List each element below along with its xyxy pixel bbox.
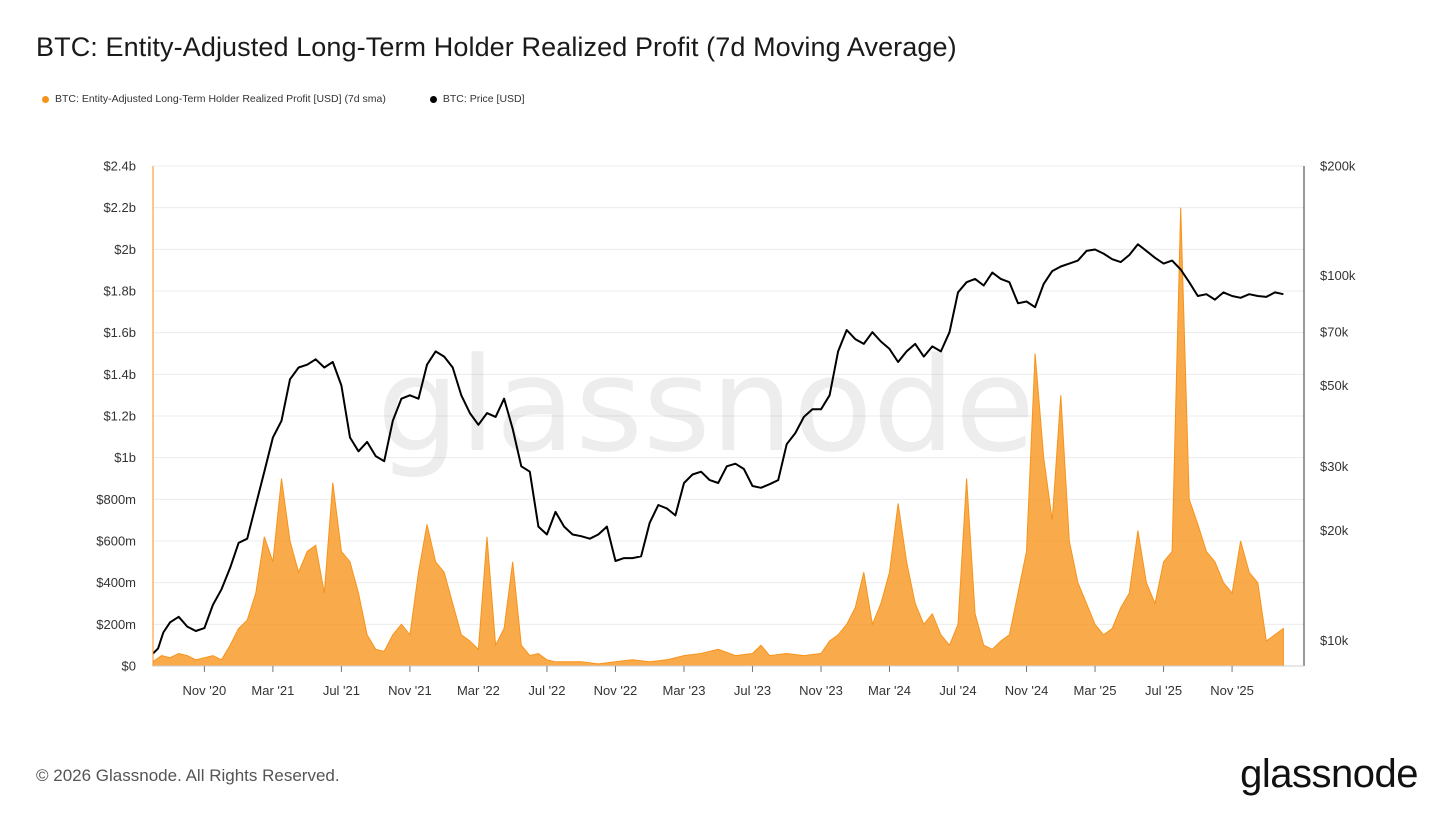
watermark: glassnode — [377, 329, 1035, 481]
x-tick-label: Jul '21 — [323, 683, 360, 698]
x-tick-label: Mar '25 — [1074, 683, 1117, 698]
x-tick-label: Nov '23 — [799, 683, 843, 698]
legend-label-profit: BTC: Entity-Adjusted Long-Term Holder Re… — [55, 93, 386, 105]
y-left-tick-label: $400m — [96, 575, 136, 590]
y-right-tick-label: $10k — [1320, 633, 1349, 648]
legend-dot-price — [429, 95, 437, 103]
y-left-tick-label: $1b — [114, 450, 136, 465]
y-left-tick-label: $0 — [122, 659, 136, 674]
x-tick-label: Nov '20 — [183, 683, 227, 698]
legend-item-profit[interactable]: BTC: Entity-Adjusted Long-Term Holder Re… — [42, 93, 386, 105]
x-tick-label: Jul '25 — [1145, 683, 1182, 698]
y-right-tick-label: $70k — [1320, 325, 1349, 340]
y-right-tick-label: $20k — [1320, 523, 1349, 538]
y-left-tick-label: $2.4b — [103, 159, 136, 174]
y-left-tick-label: $1.6b — [103, 325, 136, 340]
x-tick-label: Mar '21 — [251, 683, 294, 698]
y-right-tick-label: $30k — [1320, 459, 1349, 474]
y-left-tick-label: $600m — [96, 534, 136, 549]
x-tick-label: Mar '23 — [662, 683, 705, 698]
brand-logo[interactable]: glassnode — [1240, 752, 1418, 796]
copyright-footer: © 2026 Glassnode. All Rights Reserved. — [36, 766, 340, 785]
y-right-tick-label: $100k — [1320, 268, 1356, 283]
x-tick-label: Mar '24 — [868, 683, 911, 698]
y-right-tick-label: $50k — [1320, 378, 1349, 393]
y-left-tick-label: $200m — [96, 617, 136, 632]
x-tick-label: Jul '22 — [528, 683, 565, 698]
x-tick-label: Jul '23 — [734, 683, 771, 698]
chart-title: BTC: Entity-Adjusted Long-Term Holder Re… — [36, 32, 957, 62]
y-left-tick-label: $1.4b — [103, 367, 136, 382]
x-tick-label: Mar '22 — [457, 683, 500, 698]
y-left-tick-label: $1.2b — [103, 409, 136, 424]
y-left-tick-label: $1.8b — [103, 284, 136, 299]
y-right-tick-label: $200k — [1320, 159, 1356, 174]
x-tick-label: Jul '24 — [939, 683, 976, 698]
y-left-tick-label: $800m — [96, 492, 136, 507]
profit-area-series — [152, 207, 1284, 667]
price-line-series — [152, 243, 1284, 655]
x-tick-label: Nov '21 — [388, 683, 432, 698]
legend-item-price[interactable]: BTC: Price [USD] — [429, 93, 525, 105]
legend-label-price: BTC: Price [USD] — [442, 93, 525, 105]
legend-dot-profit — [42, 95, 49, 103]
x-tick-label: Nov '25 — [1210, 683, 1254, 698]
legend: BTC: Entity-Adjusted Long-Term Holder Re… — [42, 93, 525, 105]
y-left-tick-label: $2b — [114, 242, 136, 257]
y-left-tick-label: $2.2b — [103, 200, 136, 215]
x-tick-label: Nov '22 — [594, 683, 638, 698]
x-tick-label: Nov '24 — [1005, 683, 1049, 698]
